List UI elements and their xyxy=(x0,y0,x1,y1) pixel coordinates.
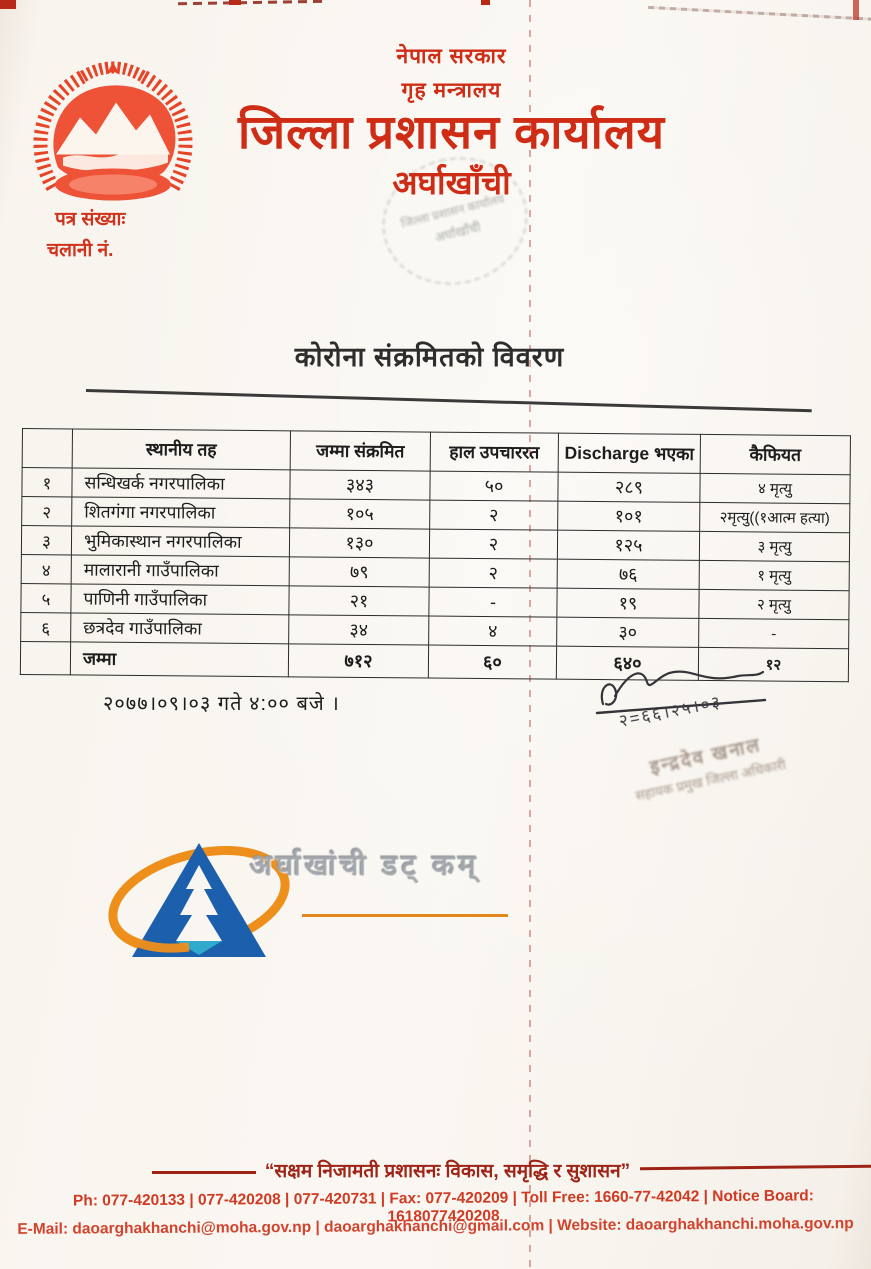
covid-details-table: स्थानीय तह जम्मा संक्रमित हाल उपचाररत Di… xyxy=(20,428,851,682)
top-right-scratch-mark xyxy=(648,5,871,22)
watermark-rule-line xyxy=(302,914,508,917)
ministry-name: गृह मन्त्रालय xyxy=(401,79,502,102)
cell-treatment: - xyxy=(428,587,558,618)
top-ink-mark xyxy=(481,0,490,5)
cell-treatment: २ xyxy=(429,500,558,531)
cell-remark: - xyxy=(698,618,849,649)
cell-discharged: २८९ xyxy=(557,472,701,503)
cell-remark: १ मृत्यु xyxy=(699,560,850,591)
cell-discharged: १९ xyxy=(556,588,700,619)
signature xyxy=(595,670,767,715)
cell-local-level: शितगंगा नगरपालिका xyxy=(71,496,290,528)
covid-table-wrapper: स्थानीय तह जम्मा संक्रमित हाल उपचाररत Di… xyxy=(20,428,851,682)
letter-number-label: पत्र संख्याः xyxy=(55,209,126,230)
cell-local-level: मालारानी गाउँपालिका xyxy=(71,554,290,586)
title-underline xyxy=(85,389,812,412)
cell-discharged: ७६ xyxy=(557,559,700,590)
cell-total: ३४३ xyxy=(289,469,431,501)
top-ink-mark xyxy=(229,0,241,5)
cell-serial: २ xyxy=(21,496,72,526)
cell-remark: ३ मृत्यु xyxy=(699,531,850,562)
col-local-level: स्थानीय तह xyxy=(72,428,291,470)
cell-total: १०५ xyxy=(289,498,430,530)
document-title: कोरोना संक्रमितको विवरण xyxy=(294,342,565,372)
cell-total: ७९ xyxy=(289,556,430,588)
cell-remark: २मृत्यु((१आत्म हत्या) xyxy=(699,502,850,533)
cell-treatment: ५० xyxy=(429,471,559,502)
cell-serial xyxy=(20,641,71,675)
cell-local-level: पाणिनी गाउँपालिका xyxy=(70,583,290,615)
watermark-text: अर्घाखांची डट् कम् xyxy=(250,850,480,882)
cell-discharged: १२५ xyxy=(557,530,700,561)
motto-dash-left xyxy=(152,1171,256,1174)
arghakhanchi-dotcom-logo-icon xyxy=(108,843,290,957)
government-name: नेपाल सरकार xyxy=(396,45,507,68)
officer-stamp: इन्द्रदेव खनाल सहायक प्रमुख जिल्ला अधिका… xyxy=(588,718,828,813)
cell-treatment: ६० xyxy=(428,645,557,680)
letterhead: नेपाल सरकार गृह मन्त्रालय जिल्ला प्रशासन… xyxy=(40,42,863,204)
cell-total-label: जम्मा xyxy=(70,641,289,677)
cell-remark: ४ मृत्यु xyxy=(699,473,851,504)
office-name: जिल्ला प्रशासन कार्यालय xyxy=(238,105,665,158)
col-serial xyxy=(22,428,73,468)
corner-ink-mark xyxy=(0,0,16,9)
col-total-infected: जम्मा संक्रमित xyxy=(290,430,431,472)
cell-treatment: २ xyxy=(429,529,558,560)
top-edge-scan-mark xyxy=(177,0,329,6)
center-fold-line xyxy=(529,0,531,1269)
cell-local-level: भुमिकास्थान नगरपालिका xyxy=(71,525,290,557)
cell-serial: ५ xyxy=(20,583,72,613)
footer-motto: “सक्षम निजामती प्रशासनः विकास, समृद्धि र… xyxy=(264,1161,631,1182)
nepal-coat-of-arms-icon xyxy=(33,61,193,201)
cell-serial: १ xyxy=(21,467,73,497)
col-discharged: Discharge भएका xyxy=(558,433,701,474)
dispatch-number-label: चलानी नं. xyxy=(47,240,114,261)
cell-treatment: ४ xyxy=(428,616,557,647)
cell-discharged: १०१ xyxy=(557,501,700,532)
cell-serial: ४ xyxy=(21,554,72,584)
cell-local-level: छत्रदेव गाउँपालिका xyxy=(70,612,289,644)
cell-serial: ३ xyxy=(21,525,72,555)
district-name: अर्घाखाँची xyxy=(392,164,511,202)
right-edge-ink-mark xyxy=(853,0,859,20)
cell-total: २१ xyxy=(288,585,430,617)
report-datetime: २०७७।०९।०३ गते ४:०० बजे । xyxy=(103,693,340,715)
col-under-treatment: हाल उपचाररत xyxy=(430,432,559,473)
cell-total: ३४ xyxy=(288,614,429,646)
cell-serial: ६ xyxy=(20,612,71,642)
col-remarks: कैफियत xyxy=(700,434,851,475)
cell-local-level: सन्धिखर्क नगरपालिका xyxy=(71,467,291,499)
cell-discharged: ३० xyxy=(556,617,699,648)
cell-total: ७१२ xyxy=(288,643,429,679)
cell-remark: २ मृत्यु xyxy=(698,589,850,620)
cell-total: १३० xyxy=(289,527,430,559)
cell-treatment: २ xyxy=(429,558,558,589)
